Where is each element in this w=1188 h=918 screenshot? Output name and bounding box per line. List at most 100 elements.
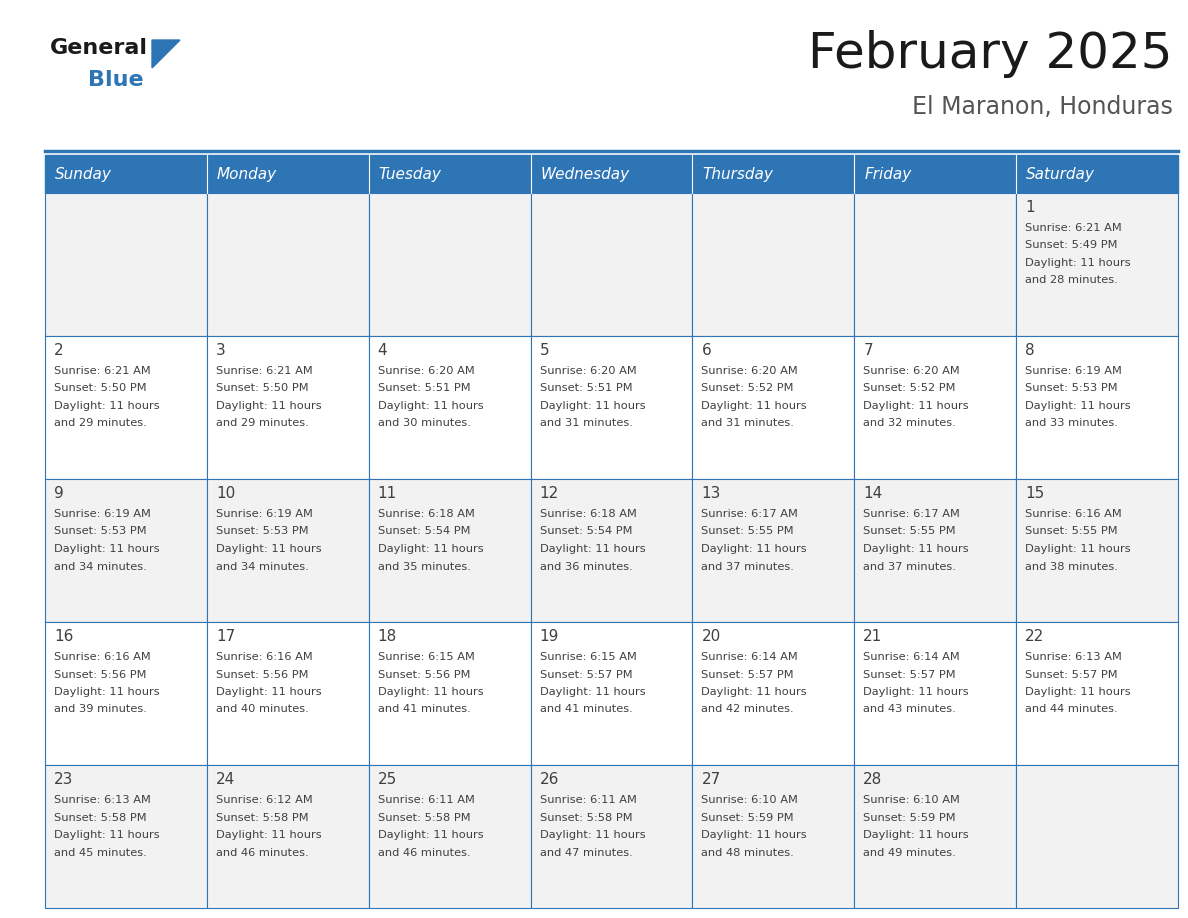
- Text: Saturday: Saturday: [1026, 166, 1095, 182]
- Bar: [1016, 193, 1178, 336]
- Bar: [368, 193, 531, 336]
- Text: Sunrise: 6:20 AM: Sunrise: 6:20 AM: [539, 366, 637, 376]
- Text: and 28 minutes.: and 28 minutes.: [1025, 275, 1118, 285]
- Text: Sunset: 5:59 PM: Sunset: 5:59 PM: [864, 812, 956, 823]
- Text: February 2025: February 2025: [809, 30, 1173, 78]
- Bar: [368, 765, 531, 908]
- Text: and 37 minutes.: and 37 minutes.: [864, 562, 956, 572]
- Text: Sunset: 5:59 PM: Sunset: 5:59 PM: [701, 812, 794, 823]
- Text: and 49 minutes.: and 49 minutes.: [864, 847, 956, 857]
- Text: 20: 20: [701, 629, 721, 644]
- Text: Daylight: 11 hours: Daylight: 11 hours: [378, 830, 484, 840]
- Bar: [531, 622, 693, 765]
- Text: Daylight: 11 hours: Daylight: 11 hours: [1025, 258, 1131, 268]
- Text: Daylight: 11 hours: Daylight: 11 hours: [864, 687, 969, 697]
- Text: Sunrise: 6:14 AM: Sunrise: 6:14 AM: [864, 652, 960, 662]
- Text: 9: 9: [53, 486, 64, 501]
- Bar: [207, 193, 368, 336]
- Text: Daylight: 11 hours: Daylight: 11 hours: [53, 544, 159, 554]
- Text: Sunset: 5:58 PM: Sunset: 5:58 PM: [53, 812, 146, 823]
- Text: Daylight: 11 hours: Daylight: 11 hours: [53, 687, 159, 697]
- Text: Sunset: 5:52 PM: Sunset: 5:52 PM: [701, 384, 794, 394]
- Text: Daylight: 11 hours: Daylight: 11 hours: [216, 401, 322, 411]
- Bar: [854, 155, 1016, 193]
- Bar: [1016, 336, 1178, 479]
- Bar: [1016, 479, 1178, 622]
- Text: Sunrise: 6:20 AM: Sunrise: 6:20 AM: [378, 366, 474, 376]
- Text: Daylight: 11 hours: Daylight: 11 hours: [539, 544, 645, 554]
- Text: Sunrise: 6:19 AM: Sunrise: 6:19 AM: [1025, 366, 1121, 376]
- Text: and 41 minutes.: and 41 minutes.: [539, 704, 632, 714]
- Text: and 32 minutes.: and 32 minutes.: [864, 419, 956, 429]
- Text: and 30 minutes.: and 30 minutes.: [378, 419, 470, 429]
- Text: Sunset: 5:55 PM: Sunset: 5:55 PM: [701, 527, 794, 536]
- Text: Daylight: 11 hours: Daylight: 11 hours: [378, 401, 484, 411]
- Text: 10: 10: [216, 486, 235, 501]
- Text: Sunset: 5:54 PM: Sunset: 5:54 PM: [539, 527, 632, 536]
- Text: Monday: Monday: [217, 166, 277, 182]
- Bar: [531, 155, 693, 193]
- Bar: [693, 336, 854, 479]
- Text: Sunrise: 6:16 AM: Sunrise: 6:16 AM: [53, 652, 151, 662]
- Text: and 48 minutes.: and 48 minutes.: [701, 847, 795, 857]
- Text: Daylight: 11 hours: Daylight: 11 hours: [53, 830, 159, 840]
- Text: Sunset: 5:56 PM: Sunset: 5:56 PM: [378, 669, 470, 679]
- Text: and 36 minutes.: and 36 minutes.: [539, 562, 632, 572]
- Bar: [45, 765, 207, 908]
- Text: Sunset: 5:58 PM: Sunset: 5:58 PM: [216, 812, 309, 823]
- Text: and 45 minutes.: and 45 minutes.: [53, 847, 147, 857]
- Text: Daylight: 11 hours: Daylight: 11 hours: [864, 401, 969, 411]
- Text: Sunset: 5:52 PM: Sunset: 5:52 PM: [864, 384, 956, 394]
- Text: Daylight: 11 hours: Daylight: 11 hours: [378, 544, 484, 554]
- Text: Daylight: 11 hours: Daylight: 11 hours: [539, 687, 645, 697]
- Text: and 47 minutes.: and 47 minutes.: [539, 847, 632, 857]
- Bar: [693, 155, 854, 193]
- Text: Sunday: Sunday: [55, 166, 112, 182]
- Text: and 34 minutes.: and 34 minutes.: [53, 562, 147, 572]
- Text: and 43 minutes.: and 43 minutes.: [864, 704, 956, 714]
- Bar: [531, 336, 693, 479]
- Text: Sunset: 5:53 PM: Sunset: 5:53 PM: [1025, 384, 1118, 394]
- Text: 11: 11: [378, 486, 397, 501]
- Text: 8: 8: [1025, 343, 1035, 358]
- Text: 26: 26: [539, 772, 558, 787]
- Text: Sunset: 5:56 PM: Sunset: 5:56 PM: [216, 669, 309, 679]
- Text: and 41 minutes.: and 41 minutes.: [378, 704, 470, 714]
- Text: Sunrise: 6:20 AM: Sunrise: 6:20 AM: [864, 366, 960, 376]
- Text: Daylight: 11 hours: Daylight: 11 hours: [701, 687, 807, 697]
- Text: Sunset: 5:57 PM: Sunset: 5:57 PM: [864, 669, 956, 679]
- Text: and 37 minutes.: and 37 minutes.: [701, 562, 795, 572]
- Text: 23: 23: [53, 772, 74, 787]
- Text: Daylight: 11 hours: Daylight: 11 hours: [539, 401, 645, 411]
- Text: Sunset: 5:53 PM: Sunset: 5:53 PM: [53, 527, 146, 536]
- Text: Sunset: 5:50 PM: Sunset: 5:50 PM: [53, 384, 146, 394]
- Bar: [854, 193, 1016, 336]
- Text: 3: 3: [216, 343, 226, 358]
- Text: 13: 13: [701, 486, 721, 501]
- Bar: [693, 479, 854, 622]
- Text: 4: 4: [378, 343, 387, 358]
- Text: 1: 1: [1025, 200, 1035, 215]
- Text: Sunset: 5:57 PM: Sunset: 5:57 PM: [1025, 669, 1118, 679]
- Text: Sunset: 5:58 PM: Sunset: 5:58 PM: [539, 812, 632, 823]
- Bar: [368, 479, 531, 622]
- Bar: [368, 155, 531, 193]
- Text: Daylight: 11 hours: Daylight: 11 hours: [864, 544, 969, 554]
- Text: Sunrise: 6:15 AM: Sunrise: 6:15 AM: [539, 652, 637, 662]
- Bar: [1016, 765, 1178, 908]
- Text: 7: 7: [864, 343, 873, 358]
- Text: 25: 25: [378, 772, 397, 787]
- Text: Sunrise: 6:10 AM: Sunrise: 6:10 AM: [864, 795, 960, 805]
- Text: Daylight: 11 hours: Daylight: 11 hours: [216, 830, 322, 840]
- Text: Wednesday: Wednesday: [541, 166, 630, 182]
- Text: and 40 minutes.: and 40 minutes.: [216, 704, 309, 714]
- Text: Sunrise: 6:16 AM: Sunrise: 6:16 AM: [216, 652, 312, 662]
- Bar: [45, 479, 207, 622]
- Text: Daylight: 11 hours: Daylight: 11 hours: [1025, 687, 1131, 697]
- Text: Sunrise: 6:14 AM: Sunrise: 6:14 AM: [701, 652, 798, 662]
- Text: 27: 27: [701, 772, 721, 787]
- Text: Daylight: 11 hours: Daylight: 11 hours: [1025, 401, 1131, 411]
- Text: Sunrise: 6:11 AM: Sunrise: 6:11 AM: [539, 795, 637, 805]
- Bar: [207, 336, 368, 479]
- Bar: [854, 622, 1016, 765]
